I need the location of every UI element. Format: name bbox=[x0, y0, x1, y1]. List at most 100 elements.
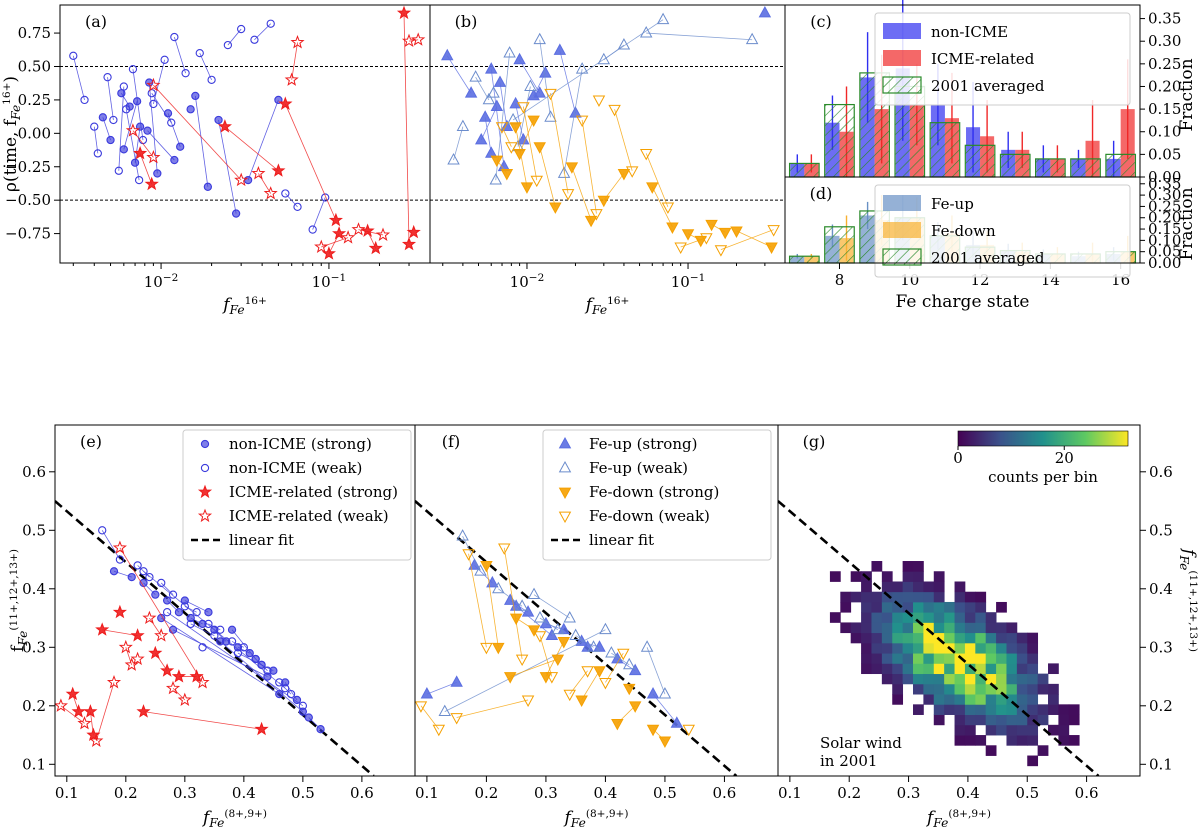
data-point bbox=[133, 146, 148, 160]
connector-line bbox=[539, 146, 556, 207]
heatmap-cell bbox=[1048, 724, 1059, 736]
connector-line bbox=[285, 193, 298, 208]
heatmap-cell bbox=[975, 683, 987, 695]
data-point bbox=[569, 628, 582, 640]
data-point bbox=[292, 695, 302, 705]
data-point bbox=[581, 666, 594, 678]
data-point bbox=[533, 142, 546, 154]
data-point bbox=[639, 26, 653, 38]
connector-line bbox=[490, 69, 505, 167]
x-tick-label: 0.5 bbox=[653, 784, 677, 802]
heatmap-cell bbox=[913, 622, 924, 634]
data-point bbox=[118, 639, 133, 654]
heatmap-cell bbox=[954, 683, 966, 695]
heatmap-cell bbox=[933, 622, 945, 634]
heatmap-cell bbox=[985, 622, 997, 634]
data-point bbox=[251, 165, 266, 180]
heatmap-cell bbox=[913, 642, 924, 654]
heatmap-cell bbox=[1048, 663, 1059, 675]
legend-label: Fe-down (weak) bbox=[589, 507, 710, 525]
data-point bbox=[480, 561, 493, 573]
data-point bbox=[189, 669, 204, 683]
heatmap-cell bbox=[964, 601, 976, 613]
heatmap-cell bbox=[1006, 653, 1018, 664]
connector-line bbox=[446, 55, 472, 94]
legend-label: Fe-down bbox=[931, 222, 996, 240]
panel-frame bbox=[429, 4, 786, 264]
legend-marker bbox=[558, 511, 572, 524]
connector-line bbox=[499, 82, 508, 127]
data-point bbox=[484, 62, 498, 74]
data-point bbox=[69, 51, 78, 60]
legend-label: ICME-related (strong) bbox=[229, 483, 398, 501]
heatmap-cell bbox=[1006, 642, 1018, 654]
heatmap-cell bbox=[923, 642, 935, 654]
connector-line bbox=[139, 153, 153, 185]
y-tick-label: 0.20 bbox=[1148, 77, 1181, 95]
y-tick-label: 0.5 bbox=[22, 521, 46, 539]
heatmap-cell bbox=[996, 673, 1007, 685]
data-point bbox=[328, 212, 343, 227]
data-point bbox=[86, 727, 101, 742]
connector-line bbox=[125, 109, 140, 181]
heatmap-cell bbox=[1016, 714, 1028, 726]
data-point bbox=[93, 149, 102, 158]
connector-line bbox=[486, 565, 499, 648]
data-point bbox=[180, 602, 189, 611]
connector-line bbox=[167, 113, 181, 147]
data-point bbox=[714, 245, 728, 257]
heatmap-cell bbox=[913, 683, 924, 695]
heatmap-cell bbox=[829, 571, 841, 582]
data-point bbox=[192, 608, 201, 617]
connector-line bbox=[515, 606, 553, 636]
panel-frame bbox=[59, 4, 431, 264]
data-point bbox=[375, 227, 391, 241]
heatmap-cell bbox=[923, 694, 935, 705]
y-tick-label: 0.3 bbox=[22, 638, 46, 656]
data-point bbox=[700, 233, 713, 245]
heatmap-cell bbox=[892, 612, 904, 623]
heatmap-cell bbox=[861, 663, 872, 675]
data-point bbox=[191, 91, 200, 101]
connector-line bbox=[184, 600, 209, 613]
data-point bbox=[106, 674, 122, 689]
connector-line bbox=[563, 69, 583, 174]
data-point bbox=[565, 162, 579, 174]
data-point bbox=[148, 645, 163, 660]
data-point bbox=[482, 92, 496, 105]
data-point bbox=[271, 163, 286, 177]
heatmap-cell bbox=[933, 571, 945, 582]
connector-line bbox=[102, 629, 138, 636]
heatmap-cell bbox=[902, 561, 914, 572]
data-point bbox=[563, 689, 576, 702]
heatmap-cell bbox=[944, 601, 955, 613]
data-point bbox=[544, 110, 557, 122]
data-point bbox=[527, 625, 541, 637]
y-tick-label: 0.25 bbox=[1148, 55, 1181, 73]
data-point bbox=[533, 611, 547, 623]
heatmap-cell bbox=[975, 612, 987, 623]
panel-label: (a) bbox=[85, 12, 107, 31]
heatmap-cell bbox=[944, 673, 955, 685]
data-point bbox=[575, 115, 589, 128]
y-tick-label: 0.3 bbox=[1149, 638, 1173, 656]
legend-label: 2001 averaged bbox=[931, 249, 1045, 267]
heatmap-cell bbox=[975, 591, 987, 603]
heatmap-cell bbox=[996, 622, 1007, 634]
y-tick-label: 0.75 bbox=[18, 24, 51, 42]
heatmap-cell bbox=[964, 653, 976, 664]
y-axis-label: ρ(time, fFe16+) bbox=[1, 76, 23, 192]
legend-swatch bbox=[883, 222, 921, 238]
data-point bbox=[207, 75, 216, 85]
x-tick-label: 0.1 bbox=[778, 784, 802, 802]
data-point bbox=[160, 55, 169, 64]
data-point bbox=[551, 622, 565, 635]
connector-line bbox=[72, 55, 85, 101]
bar bbox=[929, 122, 961, 178]
data-point bbox=[498, 543, 511, 555]
heatmap-cell bbox=[1037, 745, 1049, 756]
heatmap-cell bbox=[1037, 683, 1049, 695]
data-point bbox=[80, 95, 89, 105]
data-point bbox=[474, 564, 487, 576]
